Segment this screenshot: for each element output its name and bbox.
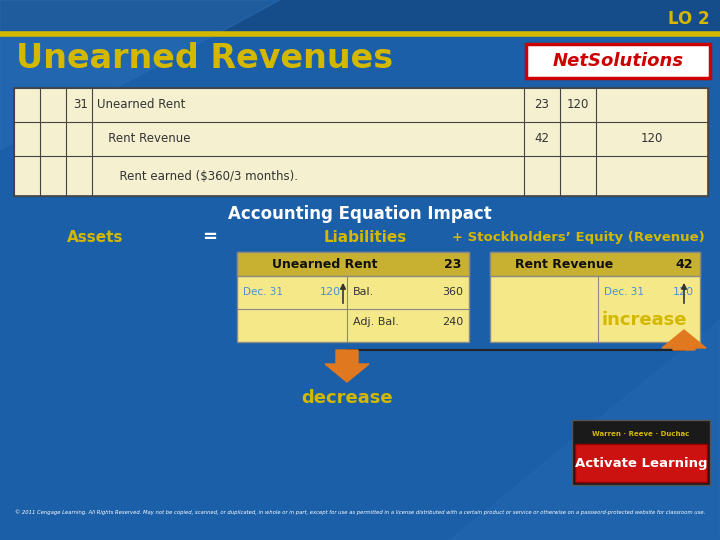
Polygon shape bbox=[325, 350, 369, 382]
Text: Warren · Reeve · Duchac: Warren · Reeve · Duchac bbox=[593, 431, 690, 437]
Text: 23: 23 bbox=[534, 98, 549, 111]
Text: 120: 120 bbox=[320, 287, 341, 297]
Bar bbox=[0, 0, 720, 32]
Text: Rent Revenue: Rent Revenue bbox=[515, 258, 613, 271]
Polygon shape bbox=[450, 320, 720, 540]
Text: 42: 42 bbox=[534, 132, 549, 145]
Text: decrease: decrease bbox=[301, 389, 393, 407]
Bar bbox=[572, 420, 710, 485]
Bar bbox=[14, 88, 708, 196]
Text: NetSolutions: NetSolutions bbox=[552, 52, 683, 70]
Text: Bal.: Bal. bbox=[353, 287, 374, 297]
Text: 120: 120 bbox=[567, 98, 589, 111]
Text: 360: 360 bbox=[442, 287, 463, 297]
Text: Rent earned ($360/3 months).: Rent earned ($360/3 months). bbox=[97, 170, 298, 183]
Text: © 2011 Cengage Learning. All Rights Reserved. May not be copied, scanned, or dup: © 2011 Cengage Learning. All Rights Rese… bbox=[15, 509, 705, 515]
Text: 240: 240 bbox=[442, 317, 463, 327]
Polygon shape bbox=[0, 0, 280, 150]
Text: 23: 23 bbox=[444, 258, 462, 271]
Text: Rent Revenue: Rent Revenue bbox=[97, 132, 191, 145]
Text: Assets: Assets bbox=[67, 230, 123, 245]
Bar bbox=[490, 252, 700, 342]
Bar bbox=[237, 252, 469, 276]
Text: Dec. 31: Dec. 31 bbox=[604, 287, 644, 297]
Text: Dec. 31: Dec. 31 bbox=[243, 287, 283, 297]
Bar bbox=[526, 44, 710, 78]
Bar bbox=[575, 444, 707, 482]
Text: Adj. Bal.: Adj. Bal. bbox=[353, 317, 399, 327]
Text: LO 2: LO 2 bbox=[668, 10, 710, 28]
Text: Unearned Revenues: Unearned Revenues bbox=[16, 42, 393, 75]
Text: Unearned Rent: Unearned Rent bbox=[97, 98, 185, 111]
Text: 120: 120 bbox=[641, 132, 663, 145]
Text: Activate Learning: Activate Learning bbox=[575, 456, 707, 469]
Text: increase: increase bbox=[601, 311, 687, 329]
Bar bbox=[237, 252, 469, 342]
Text: Liabilities: Liabilities bbox=[323, 230, 407, 245]
Text: 31: 31 bbox=[73, 98, 88, 111]
Text: 42: 42 bbox=[675, 258, 693, 271]
Polygon shape bbox=[662, 330, 706, 350]
Text: + Stockholders’ Equity (Revenue): + Stockholders’ Equity (Revenue) bbox=[451, 231, 704, 244]
Bar bbox=[490, 252, 700, 276]
Text: =: = bbox=[202, 228, 217, 246]
Text: 120: 120 bbox=[673, 287, 694, 297]
Text: Unearned Rent: Unearned Rent bbox=[272, 258, 378, 271]
Text: Accounting Equation Impact: Accounting Equation Impact bbox=[228, 205, 492, 223]
